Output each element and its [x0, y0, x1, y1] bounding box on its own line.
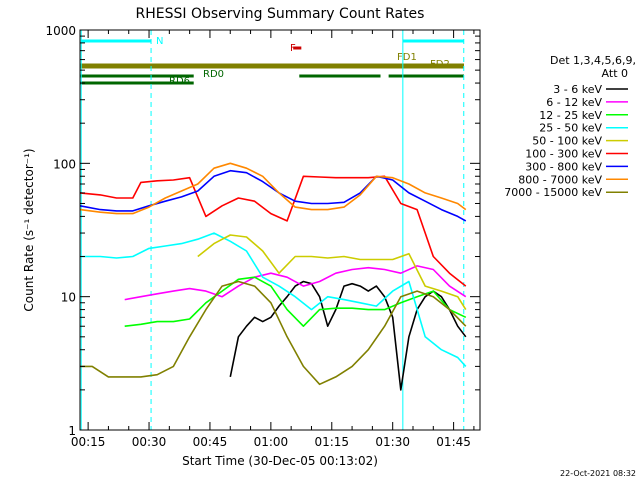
series-lines [79, 162, 467, 391]
x-tick-label-6: 01:45 [436, 435, 471, 449]
series-line-5 [79, 175, 467, 287]
legend-header-line2: Att 0 [602, 67, 628, 80]
y-axis-label: Count Rate (s⁻¹ detector⁻¹) [22, 148, 36, 311]
series-line-8 [80, 280, 467, 386]
plot-frame [79, 29, 481, 431]
legend-header-line1: Det 1,3,4,5,6,9, [550, 54, 636, 67]
flag-label-n: N [156, 36, 163, 47]
flag-lines: N F FD1 FD2 RD0 RD6 [80, 36, 464, 87]
legend-label-2: 12 - 25 keV [539, 109, 602, 122]
series-line-3 [80, 232, 467, 367]
x-axis-ticks: 00:15 00:30 00:45 01:00 01:15 01:30 01:45 [71, 30, 475, 449]
flag-label-rd0: RD0 [203, 69, 224, 80]
timestamp: 22-Oct-2021 08:32 [560, 469, 636, 478]
flag-label-rd6: RD6 [169, 76, 190, 87]
y-tick-label-3: 1000 [45, 24, 76, 38]
x-tick-label-4: 01:15 [314, 435, 349, 449]
legend-label-1: 6 - 12 keV [546, 96, 602, 109]
legend-label-3: 25 - 50 keV [539, 122, 602, 135]
x-tick-label-3: 01:00 [254, 435, 289, 449]
y-tick-label-0: 1 [68, 424, 76, 438]
series-line-1 [124, 265, 467, 301]
x-axis-label: Start Time (30-Dec-05 00:13:02) [182, 454, 378, 468]
legend-label-7: 800 - 7000 keV [518, 173, 602, 186]
chart-title: RHESSI Observing Summary Count Rates [136, 6, 425, 22]
x-tick-label-2: 00:45 [193, 435, 228, 449]
legend-label-0: 3 - 6 keV [553, 83, 602, 96]
legend-label-4: 50 - 100 keV [532, 135, 602, 148]
vertical-markers [80, 30, 465, 430]
series-line-4 [197, 234, 467, 311]
legend-label-5: 100 - 300 keV [525, 148, 602, 161]
x-tick-label-5: 01:30 [375, 435, 410, 449]
series-line-2 [124, 276, 467, 328]
y-tick-label-2: 100 [53, 157, 76, 171]
flag-label-fd2: FD2 [430, 59, 450, 70]
series-line-7 [79, 162, 467, 215]
x-tick-label-0: 00:15 [71, 435, 106, 449]
x-tick-label-1: 00:30 [132, 435, 167, 449]
flag-label-f: F [290, 43, 296, 54]
series-line-6 [79, 169, 467, 222]
series-line-0 [229, 280, 467, 391]
y-axis-ticks: 1 10 100 1000 [45, 24, 480, 438]
flag-label-fd1: FD1 [397, 52, 417, 63]
y-tick-label-1: 10 [61, 291, 76, 305]
legend-label-8: 7000 - 15000 keV [504, 186, 602, 199]
legend-label-6: 300 - 800 keV [525, 160, 602, 173]
